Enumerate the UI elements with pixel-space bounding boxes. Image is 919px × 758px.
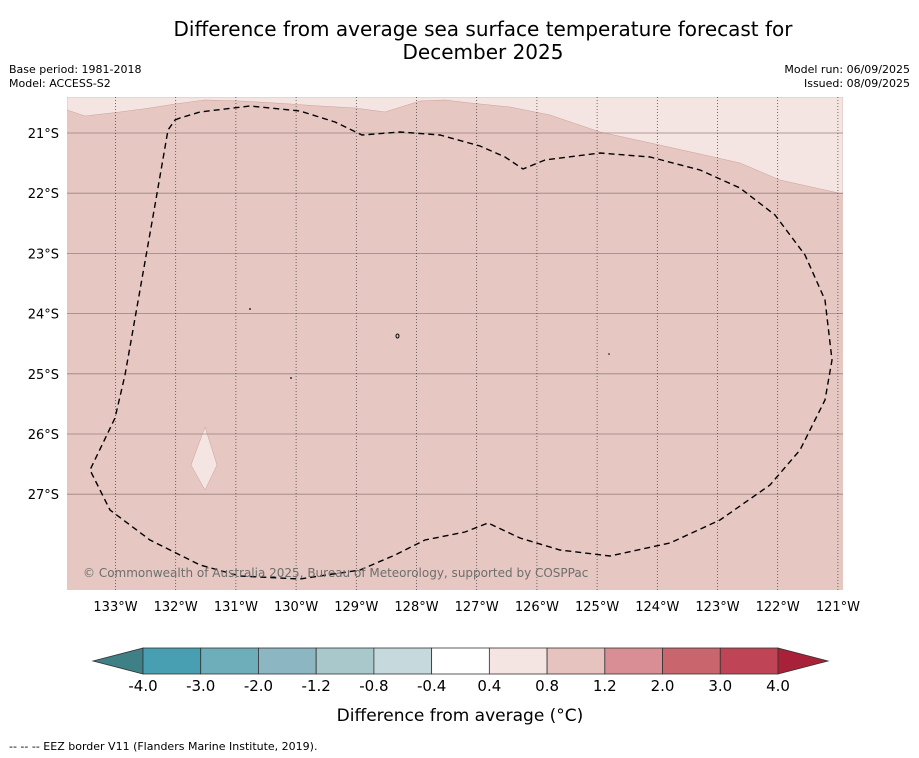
small-island [290,377,292,379]
lon-label: 127°W [455,600,499,615]
lat-label: 21°S [28,127,59,142]
colorbar-swatch [604,647,663,675]
lon-label: 122°W [756,600,800,615]
colorbar-tick-label: 4.0 [766,677,790,695]
colorbar-tick-label: -0.4 [417,677,446,695]
meta-left: Base period: 1981-2018 Model: ACCESS-S2 [9,63,141,91]
lat-label: 26°S [28,428,59,443]
colorbar-swatch [431,647,490,675]
lon-label: 129°W [334,600,378,615]
anomaly-contour-0.4-0.8-patch [190,426,218,491]
lon-label: 124°W [635,600,679,615]
colorbar-swatch [142,647,202,675]
colorbar-tick-label: -1.2 [302,677,331,695]
island-outline [395,333,400,339]
copyright-notice: © Commonwealth of Australia 2025, Bureau… [83,566,588,580]
lat-label: 22°S [28,187,59,202]
chart-title: Difference from average sea surface temp… [173,17,793,64]
colorbar-extension-high [777,647,830,675]
eez-border [89,105,833,580]
colorbar-tick-label: 2.0 [651,677,675,695]
colorbar-swatch [200,647,259,675]
colorbar: -4.0 -3.0 -2.0 -1.2 -0.8 -0.4 0.4 0.8 1.2 2.0 3.0 4… [91,647,830,726]
lon-label: 128°W [394,600,438,615]
issued-date: Issued: 08/09/2025 [803,77,910,90]
colorbar-tick-label: 1.2 [593,677,617,695]
anomaly-contour-0.4-0.8-top [67,97,843,195]
colorbar-title: Difference from average (°C) [337,706,584,726]
lon-label: 130°W [274,600,318,615]
colorbar-tick-label: 3.0 [708,677,732,695]
small-island [249,308,251,310]
eez-footnote: -- -- -- EEZ border V11 (Flanders Marine… [9,740,318,753]
base-period: Base period: 1981-2018 [9,63,142,76]
colorbar-tick-label: -3.0 [186,677,215,695]
colorbar-swatch [258,647,317,675]
model-name: Model: ACCESS-S2 [9,77,111,90]
lon-label: 121°W [816,600,860,615]
lon-label: 132°W [154,600,198,615]
lon-label: 131°W [214,600,258,615]
colorbar-extension-low [91,647,144,675]
lat-label: 24°S [28,308,59,323]
colorbar-swatch [373,647,433,675]
meta-right: Model run: 06/09/2025 Issued: 08/09/2025 [784,63,910,91]
colorbar-tick-label: -4.0 [128,677,157,695]
lon-label: 123°W [695,600,739,615]
colorbar-swatch [315,647,375,675]
colorbar-tick-label: -0.8 [359,677,388,695]
colorbar-tick-label: 0.8 [535,677,559,695]
model-run: Model run: 06/09/2025 [784,63,910,76]
lon-label: 133°W [93,600,137,615]
lon-label: 126°W [515,600,559,615]
colorbar-tick-label: 0.4 [477,677,501,695]
lat-label: 27°S [28,488,59,503]
colorbar-swatch [546,647,606,675]
lat-label: 23°S [28,247,59,262]
colorbar-tick-label: -2.0 [244,677,273,695]
small-island [608,353,610,355]
colorbar-swatch [488,647,548,675]
sst-anomaly-map: © Commonwealth of Australia 2025, Bureau… [28,97,860,726]
anomaly-field-background [67,97,843,590]
lat-label: 25°S [28,368,59,383]
colorbar-swatch [662,647,721,675]
lon-label: 125°W [575,600,619,615]
colorbar-swatch [719,647,779,675]
